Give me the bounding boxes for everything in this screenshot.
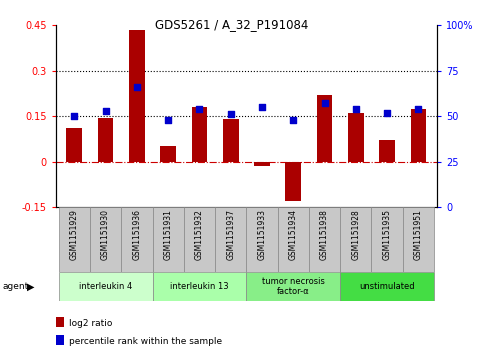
Text: GSM1151932: GSM1151932 [195,209,204,260]
Bar [371,207,403,272]
Point [227,111,235,117]
Point [164,117,172,123]
Point [133,84,141,90]
Bar [285,162,301,201]
Text: percentile rank within the sample: percentile rank within the sample [69,337,222,346]
Bar [309,207,340,272]
Text: interleukin 4: interleukin 4 [79,282,132,291]
Text: log2 ratio: log2 ratio [69,319,113,327]
Point [383,110,391,115]
Bar [246,272,340,301]
Text: GSM1151930: GSM1151930 [101,209,110,260]
Bar [348,113,364,162]
Point [321,101,328,106]
Bar [317,95,332,162]
Text: GDS5261 / A_32_P191084: GDS5261 / A_32_P191084 [155,18,309,31]
Bar [411,109,426,162]
Text: GSM1151936: GSM1151936 [132,209,142,260]
Point [352,106,360,112]
Text: GSM1151935: GSM1151935 [383,209,392,260]
Point [289,117,297,123]
Text: agent: agent [2,282,28,291]
Bar [254,162,270,166]
Bar [90,207,121,272]
Point [71,113,78,119]
Text: GSM1151938: GSM1151938 [320,209,329,260]
Bar [129,30,145,162]
Text: GSM1151937: GSM1151937 [226,209,235,260]
Point [258,104,266,110]
Bar [340,272,434,301]
Bar [184,207,215,272]
Text: GSM1151928: GSM1151928 [351,209,360,260]
Text: GSM1151929: GSM1151929 [70,209,79,260]
Bar [67,128,82,162]
Bar [215,207,246,272]
Bar [160,146,176,162]
Bar [58,207,90,272]
Text: GSM1151931: GSM1151931 [164,209,172,260]
Text: GSM1151934: GSM1151934 [289,209,298,260]
Text: ▶: ▶ [27,282,34,292]
Bar [340,207,371,272]
Bar [223,119,239,162]
Point [414,106,422,112]
Text: GSM1151933: GSM1151933 [257,209,267,260]
Point [196,106,203,112]
Bar [379,140,395,162]
Bar [192,107,207,162]
Bar [153,272,246,301]
Text: interleukin 13: interleukin 13 [170,282,229,291]
Bar [278,207,309,272]
Point [102,108,110,114]
Bar [58,272,153,301]
Text: unstimulated: unstimulated [359,282,415,291]
Bar [153,207,184,272]
Bar [121,207,153,272]
Text: tumor necrosis
factor-α: tumor necrosis factor-α [262,277,325,297]
Bar [98,118,114,162]
Bar [246,207,278,272]
Text: GSM1151951: GSM1151951 [414,209,423,260]
Bar [403,207,434,272]
